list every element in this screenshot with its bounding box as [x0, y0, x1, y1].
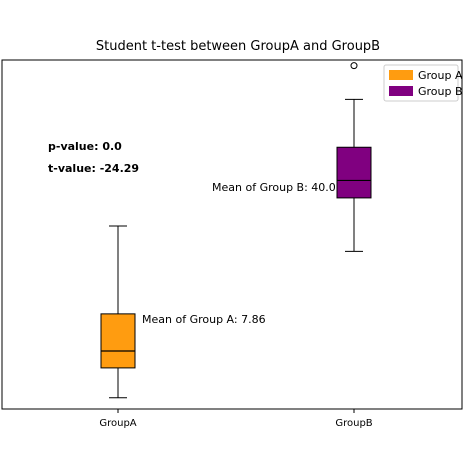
x-axis-ticks: GroupA GroupB — [99, 409, 373, 429]
mean-group-a-label: Mean of Group A: 7.86 — [142, 313, 266, 326]
legend-swatch-group-b — [389, 86, 413, 96]
legend-swatch-group-a — [389, 70, 413, 80]
tick-label-groupa: GroupA — [99, 418, 136, 429]
box-groupb — [336, 146, 372, 199]
tick-label-groupb: GroupB — [335, 418, 372, 429]
boxes-layer — [100, 62, 372, 399]
box-groupa — [100, 313, 136, 369]
mean-group-b-label: Mean of Group B: 40.0 — [212, 181, 336, 194]
outlier-groupb — [350, 62, 358, 70]
legend-label-group-a: Group A — [418, 69, 463, 82]
legend: Group A Group B — [383, 64, 463, 102]
chart-title: Student t-test between GroupA and GroupB — [96, 39, 380, 54]
legend-label-group-b: Group B — [418, 85, 463, 98]
t-value-label: t-value: -24.29 — [48, 162, 139, 175]
plot-frame — [1, 59, 463, 410]
p-value-label: p-value: 0.0 — [48, 140, 122, 153]
